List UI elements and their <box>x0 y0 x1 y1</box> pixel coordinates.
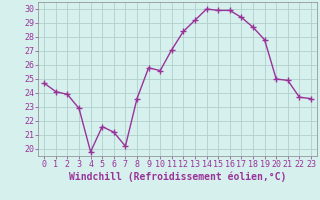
X-axis label: Windchill (Refroidissement éolien,°C): Windchill (Refroidissement éolien,°C) <box>69 172 286 182</box>
